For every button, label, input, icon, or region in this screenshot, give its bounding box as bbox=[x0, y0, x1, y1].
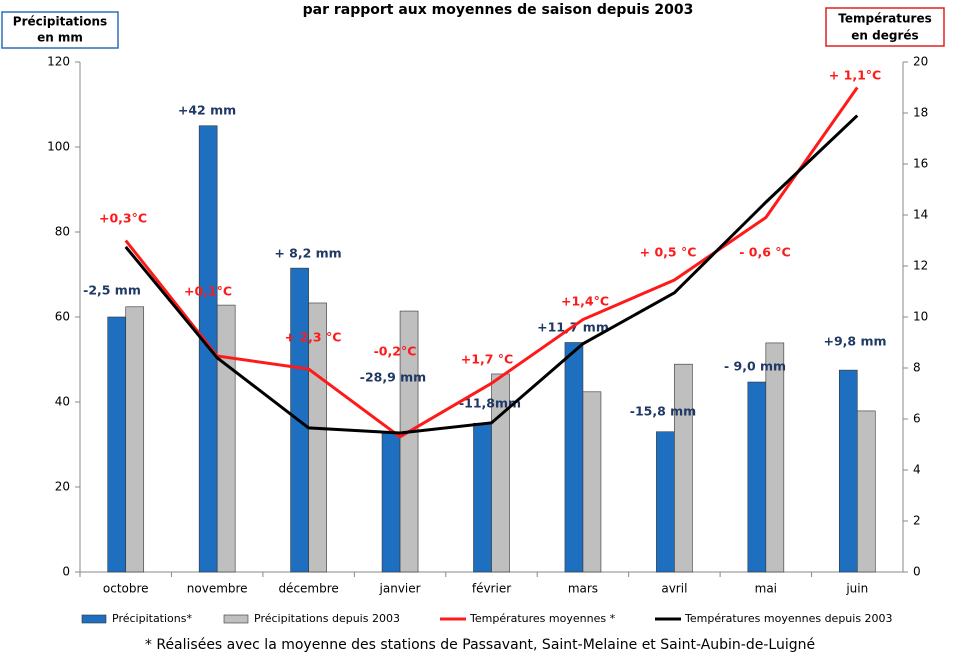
temp-annotation: +1,4°C bbox=[561, 294, 609, 309]
bar bbox=[856, 410, 876, 573]
y-tick-label: 80 bbox=[55, 225, 70, 239]
temp-annotation: + 1,1°C bbox=[829, 68, 881, 83]
y2-tick-label: 20 bbox=[913, 55, 928, 69]
x-tick-label: octobre bbox=[103, 582, 149, 596]
bar bbox=[381, 432, 401, 573]
x-tick-label: décembre bbox=[278, 582, 338, 596]
bar bbox=[564, 342, 584, 573]
y2-tick-label: 16 bbox=[913, 157, 928, 171]
temp-annotation: - 0,6 °C bbox=[739, 245, 790, 260]
legend-swatch bbox=[81, 614, 107, 624]
precip-annotation: - 9,0 mm bbox=[724, 359, 786, 374]
temp-annotation: +0,3°C bbox=[99, 211, 147, 226]
legend-label: Précipitations* bbox=[112, 612, 192, 625]
y2-tick-label: 10 bbox=[913, 310, 928, 324]
y2-tick-label: 6 bbox=[913, 412, 921, 426]
y-tick-label: 100 bbox=[47, 140, 70, 154]
y2-tick-label: 14 bbox=[913, 208, 928, 222]
legend-swatch bbox=[223, 614, 249, 624]
y2-tick-label: 12 bbox=[913, 259, 928, 273]
y2-axis-label: en degrés bbox=[851, 29, 918, 43]
x-tick-label: novembre bbox=[187, 582, 248, 596]
footnote: * Réalisées avec la moyenne des stations… bbox=[145, 637, 815, 653]
bar bbox=[656, 431, 675, 573]
precip-annotation: +42 mm bbox=[178, 103, 236, 118]
legend-label: Températures moyennes depuis 2003 bbox=[684, 612, 893, 625]
precip-annotation: -2,5 mm bbox=[83, 283, 141, 298]
x-tick-label: janvier bbox=[379, 582, 421, 596]
temp-annotation: + 0,5 °C bbox=[640, 245, 697, 260]
line bbox=[124, 86, 859, 439]
temp-annotation: +0,1°C bbox=[184, 284, 232, 299]
bar bbox=[216, 304, 236, 573]
temp-annotation: + 2,3 °C bbox=[285, 330, 342, 345]
bar bbox=[308, 302, 327, 573]
bar bbox=[765, 342, 785, 573]
legend-label: Températures moyennes * bbox=[469, 612, 616, 625]
y-tick-label: 120 bbox=[47, 55, 70, 69]
bar bbox=[674, 363, 693, 573]
y2-tick-label: 2 bbox=[913, 514, 921, 528]
bar bbox=[473, 422, 492, 573]
bar bbox=[747, 381, 767, 573]
bar bbox=[582, 391, 602, 573]
precip-annotation: -11,8mm bbox=[459, 396, 521, 411]
temp-annotation: -0,2°C bbox=[374, 344, 417, 359]
y2-axis-label-box bbox=[825, 7, 945, 47]
precip-annotation: +9,8 mm bbox=[823, 334, 886, 349]
chart-title: par rapport aux moyennes de saison depui… bbox=[303, 2, 694, 18]
precip-annotation: -15,8 mm bbox=[630, 404, 696, 419]
x-tick-label: février bbox=[472, 582, 511, 596]
precip-annotation: + 8,2 mm bbox=[274, 246, 341, 261]
y2-tick-label: 18 bbox=[913, 106, 928, 120]
bar bbox=[491, 373, 510, 573]
y-axis-label-box bbox=[1, 11, 119, 49]
y-tick-label: 60 bbox=[55, 310, 70, 324]
y-axis-label: en mm bbox=[37, 31, 83, 45]
bar bbox=[838, 369, 858, 573]
y-axis-label: Précipitations bbox=[13, 15, 107, 29]
bar bbox=[399, 310, 419, 573]
legend-label: Précipitations depuis 2003 bbox=[254, 612, 400, 625]
y2-tick-label: 8 bbox=[913, 361, 921, 375]
line bbox=[124, 114, 859, 435]
x-tick-label: mai bbox=[755, 582, 777, 596]
y-tick-label: 0 bbox=[62, 565, 70, 579]
x-tick-label: juin bbox=[845, 582, 868, 596]
bar bbox=[107, 316, 127, 573]
x-tick-label: avril bbox=[661, 582, 687, 596]
y-tick-label: 40 bbox=[55, 395, 70, 409]
precip-annotation: -28,9 mm bbox=[360, 370, 426, 385]
y2-tick-label: 4 bbox=[913, 463, 921, 477]
bar bbox=[125, 306, 145, 573]
y-tick-label: 20 bbox=[55, 480, 70, 494]
temp-annotation: +1,7 °C bbox=[461, 352, 513, 367]
y2-tick-label: 0 bbox=[913, 565, 921, 579]
y2-axis-label: Températures bbox=[838, 12, 931, 26]
x-tick-label: mars bbox=[568, 582, 598, 596]
